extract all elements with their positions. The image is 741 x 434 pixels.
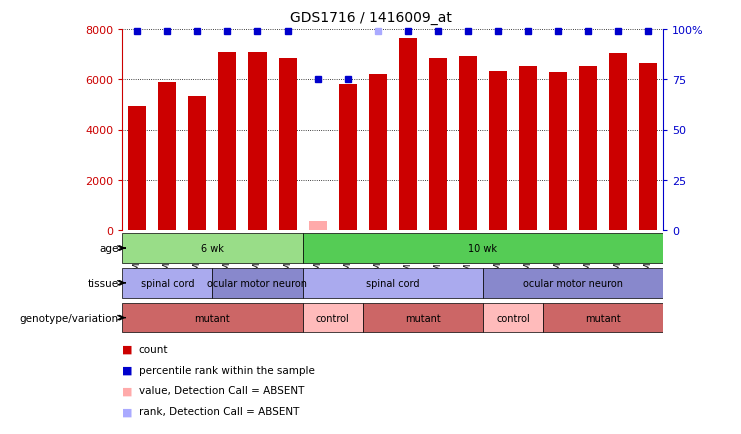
Bar [369,76,387,230]
Bar [302,303,362,332]
Text: age: age [99,243,119,253]
Bar [483,269,663,298]
Text: ocular motor neuron: ocular motor neuron [207,278,308,288]
Bar [122,303,302,332]
Bar [159,83,176,230]
Text: tissue: tissue [87,278,119,288]
Text: mutant: mutant [405,313,441,323]
Bar [339,85,356,230]
Bar [609,54,627,230]
Text: ■: ■ [122,344,133,354]
Text: ■: ■ [122,385,133,395]
Text: 6 wk: 6 wk [201,243,224,253]
Text: control: control [316,313,350,323]
Bar [122,269,213,298]
Bar [128,106,146,230]
Bar [188,96,207,230]
Bar [519,66,537,230]
Bar [579,66,597,230]
Text: control: control [496,313,530,323]
Bar [308,221,327,230]
Text: ■: ■ [122,406,133,416]
Text: mutant: mutant [195,313,230,323]
Bar [459,56,477,230]
Text: spinal cord: spinal cord [141,278,194,288]
Bar [219,53,236,230]
Bar [483,303,543,332]
Text: percentile rank within the sample: percentile rank within the sample [139,365,314,375]
Text: count: count [139,344,168,354]
Text: rank, Detection Call = ABSENT: rank, Detection Call = ABSENT [139,406,299,416]
Bar [302,234,663,263]
Bar [489,72,507,230]
Text: 10 wk: 10 wk [468,243,497,253]
Text: genotype/variation: genotype/variation [19,313,119,323]
Bar [122,234,302,263]
Text: value, Detection Call = ABSENT: value, Detection Call = ABSENT [139,385,304,395]
Text: ocular motor neuron: ocular motor neuron [523,278,623,288]
Bar [362,303,483,332]
Text: GDS1716 / 1416009_at: GDS1716 / 1416009_at [290,11,451,25]
Bar [279,59,296,230]
Text: mutant: mutant [585,313,621,323]
Bar [248,53,267,230]
Bar [639,64,657,230]
Bar [429,59,447,230]
Bar [549,73,567,230]
Bar [302,269,483,298]
Text: spinal cord: spinal cord [366,278,419,288]
Bar [399,39,416,230]
Bar [213,269,302,298]
Bar [543,303,663,332]
Text: ■: ■ [122,365,133,375]
